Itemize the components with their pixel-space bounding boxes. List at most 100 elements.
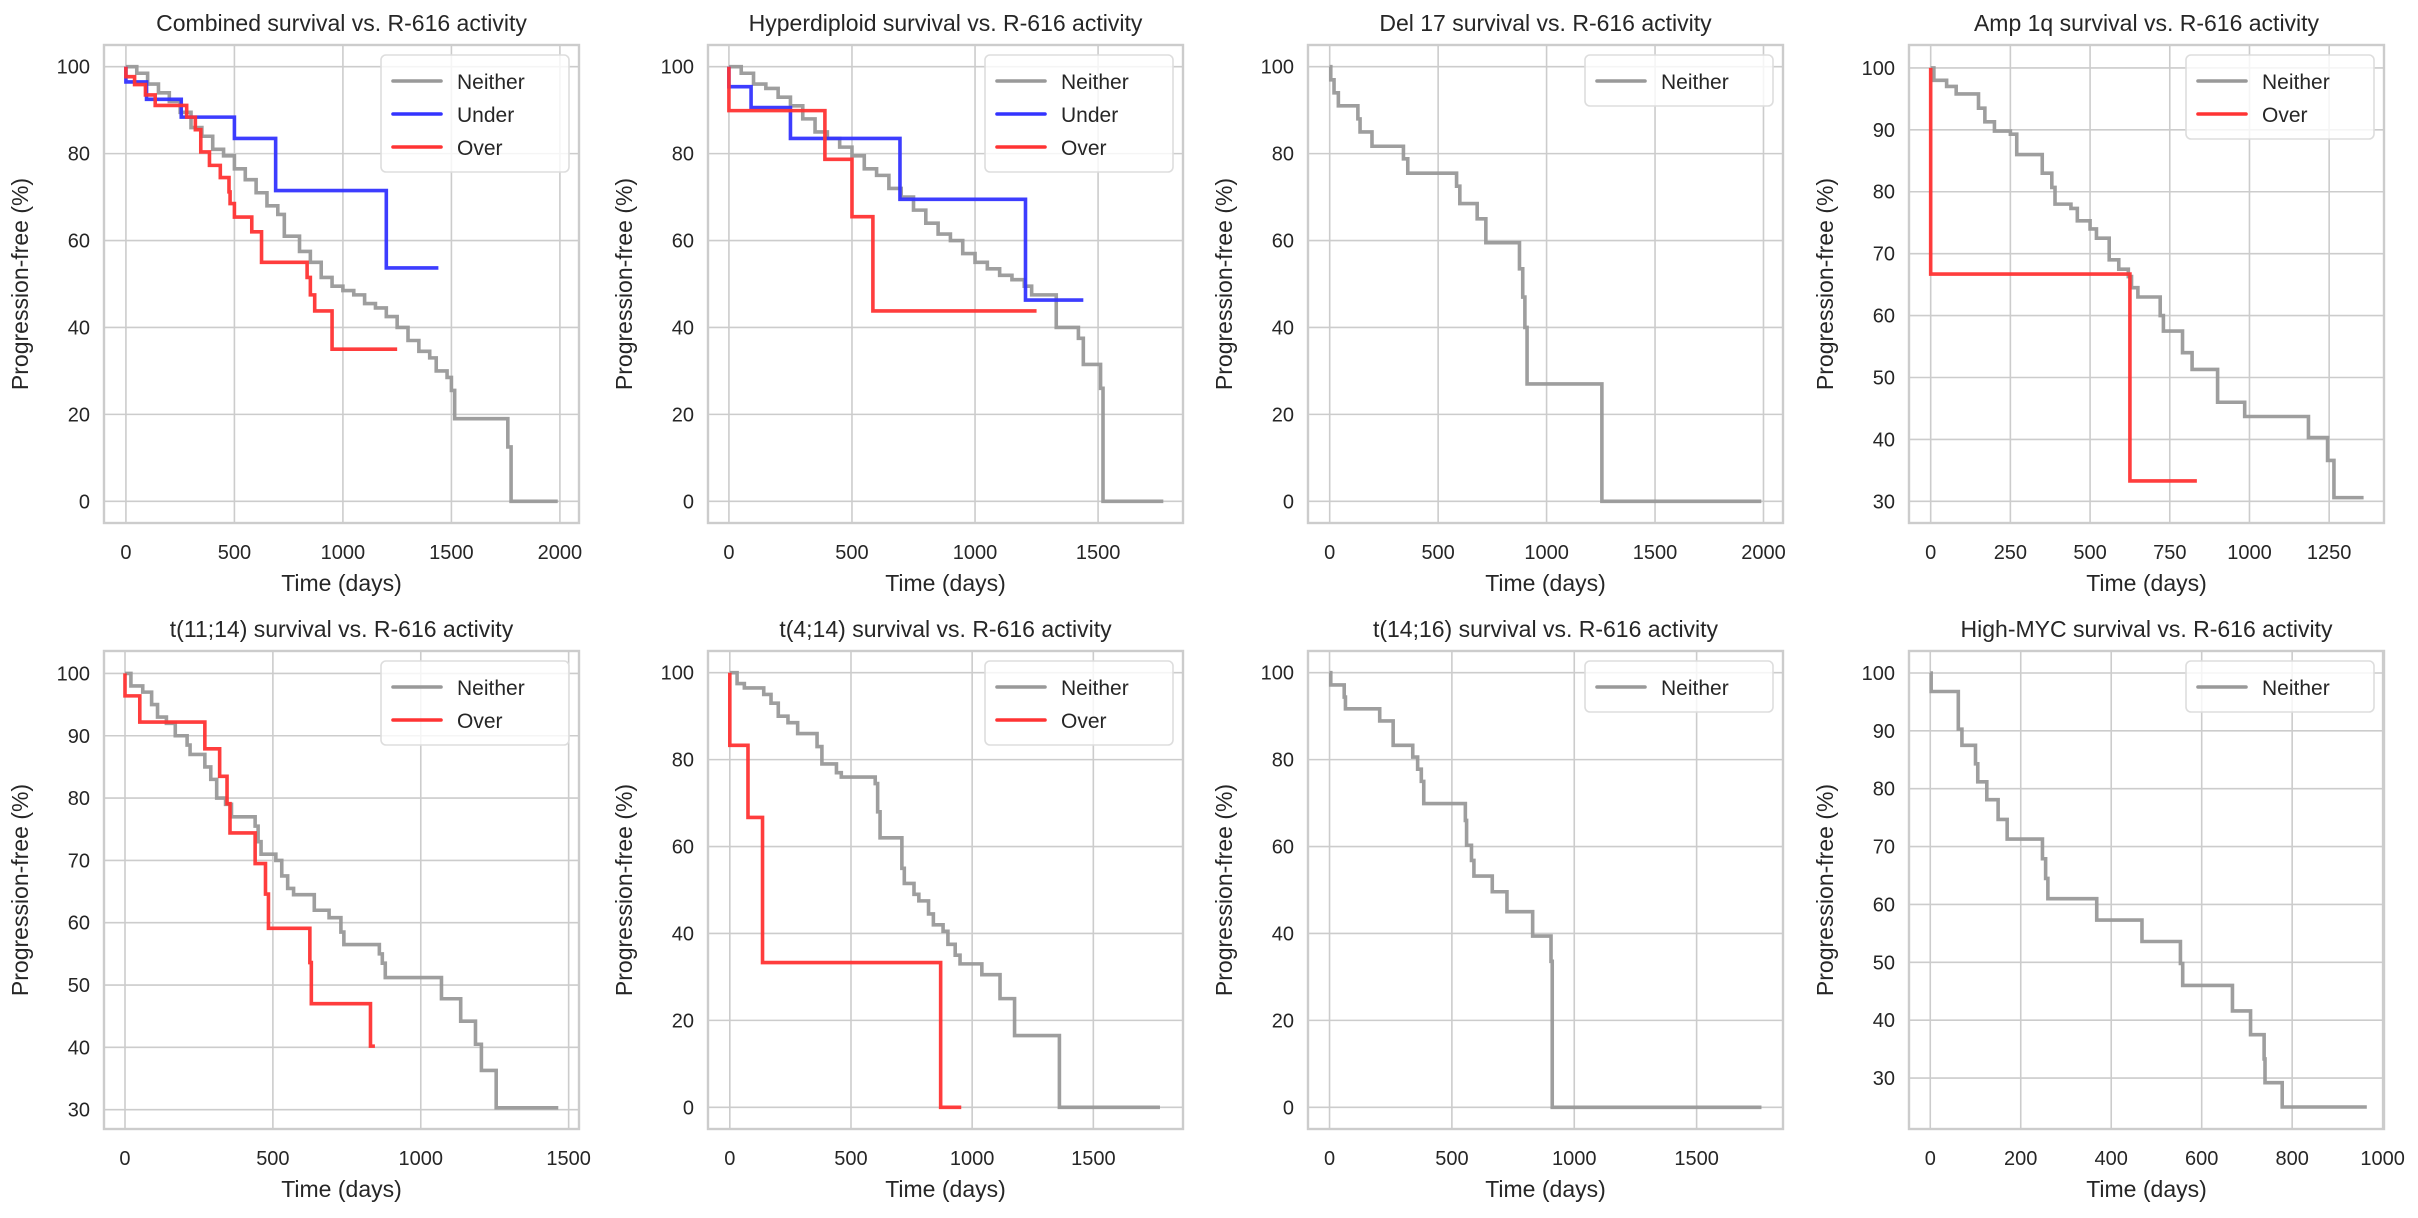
subplot-title: t(14;16) survival vs. R-616 activity: [1373, 616, 1719, 642]
y-tick-label: 80: [1873, 779, 1895, 801]
x-axis-label: Time (days): [2086, 1176, 2207, 1202]
legend-label: Over: [1061, 710, 1107, 733]
x-axis-label: Time (days): [281, 1176, 402, 1202]
series-line-over: [1928, 67, 2197, 483]
x-tick-label: 0: [723, 542, 734, 564]
x-tick-label: 1000: [950, 1148, 995, 1170]
legend: Neither: [2185, 660, 2375, 713]
x-axis-label: Time (days): [885, 1176, 1006, 1202]
y-tick-label: 100: [1261, 663, 1294, 685]
y-axis-label: Progression-free (%): [611, 784, 637, 996]
axes-frame: [102, 43, 581, 525]
legend: Neither Over: [380, 660, 570, 746]
x-tick-label: 500: [835, 542, 868, 564]
legend: Neither Over: [984, 660, 1174, 746]
legend: Neither Over: [2185, 54, 2375, 140]
y-tick-label: 60: [672, 231, 694, 253]
legend-box: [984, 660, 1174, 746]
y-tick-label: 70: [1873, 244, 1895, 266]
y-tick-label: 100: [1261, 57, 1294, 79]
x-axis-label: Time (days): [1485, 570, 1606, 596]
subplot-title: Del 17 survival vs. R-616 activity: [1379, 10, 1712, 36]
series-line-over: [124, 66, 398, 351]
y-axis-label: Progression-free (%): [7, 784, 33, 996]
y-axis-label: Progression-free (%): [1812, 784, 1838, 996]
legend-label: Neither: [1061, 71, 1129, 94]
legend-label: Neither: [457, 677, 525, 700]
x-axis-label: Time (days): [1485, 1176, 1606, 1202]
legend-label: Over: [2262, 104, 2308, 127]
y-tick-label: 60: [1272, 837, 1294, 859]
series-line-over: [727, 66, 1037, 313]
x-tick-label: 1500: [1076, 542, 1121, 564]
y-tick-label: 100: [1862, 58, 1895, 80]
subplot-title: High-MYC survival vs. R-616 activity: [1961, 616, 2333, 642]
legend-label: Over: [457, 710, 503, 733]
y-tick-label: 20: [1272, 404, 1294, 426]
y-axis-label: Progression-free (%): [1211, 784, 1237, 996]
series-line-over: [123, 673, 375, 1048]
y-tick-label: 60: [1873, 306, 1895, 328]
y-axis-label: Progression-free (%): [1211, 178, 1237, 390]
axes-frame: [102, 649, 581, 1131]
x-tick-label: 1000: [1552, 1148, 1597, 1170]
y-tick-label: 0: [1283, 1097, 1294, 1119]
y-tick-label: 40: [672, 317, 694, 339]
y-tick-label: 30: [68, 1100, 90, 1122]
legend-box: [2185, 660, 2375, 713]
y-tick-label: 50: [1873, 952, 1895, 974]
subplot-1: 0 500 1000 1500 2000 0 20 40 60 80 100 Combined sur…: [7, 10, 582, 596]
series-line-neither: [728, 64, 1164, 504]
y-tick-label: 20: [672, 404, 694, 426]
x-tick-label: 1000: [1524, 542, 1569, 564]
legend-label: Neither: [457, 71, 525, 94]
axes-frame: [706, 43, 1185, 525]
legend-label: Over: [457, 137, 503, 160]
series-line-neither: [1328, 670, 1762, 1110]
series-line-neither: [1328, 64, 1762, 504]
y-tick-label: 80: [672, 750, 694, 772]
legend-label: Neither: [1661, 71, 1729, 94]
series-line-neither: [729, 670, 1160, 1110]
y-tick-label: 40: [1873, 429, 1895, 451]
subplot-6: 0 500 1000 1500 0 20 40 60 80 100 t(4;14) survival…: [611, 616, 1185, 1202]
x-tick-label: 1500: [1071, 1148, 1116, 1170]
y-tick-label: 0: [79, 491, 90, 513]
x-tick-label: 0: [1324, 1148, 1335, 1170]
subplot-title: t(11;14) survival vs. R-616 activity: [170, 616, 514, 642]
legend-box: [380, 660, 570, 746]
y-tick-label: 50: [1873, 367, 1895, 389]
y-tick-label: 80: [1272, 144, 1294, 166]
series-line-neither: [1929, 671, 2367, 1109]
legend-box: [984, 54, 1174, 173]
y-tick-label: 20: [672, 1010, 694, 1032]
x-tick-label: 1000: [2227, 542, 2272, 564]
y-tick-label: 100: [1862, 663, 1895, 685]
subplot-3: 0 500 1000 1500 2000 0 20 40 60 80 100 Del 17 survi…: [1211, 10, 1786, 596]
axes-frame: [1306, 43, 1785, 525]
x-tick-label: 1000: [399, 1148, 444, 1170]
series-line-under: [124, 66, 439, 270]
y-tick-label: 100: [661, 663, 694, 685]
legend: Neither: [1584, 660, 1774, 713]
x-tick-label: 500: [2073, 542, 2106, 564]
subplot-title: Combined survival vs. R-616 activity: [156, 10, 527, 36]
y-tick-label: 60: [1272, 231, 1294, 253]
series-line-neither: [1930, 66, 2364, 500]
x-tick-label: 1500: [546, 1148, 591, 1170]
axes-frame: [1907, 43, 2386, 525]
x-tick-label: 1250: [2307, 542, 2352, 564]
y-tick-label: 30: [1873, 491, 1895, 513]
x-tick-label: 1500: [429, 542, 474, 564]
legend-label: Neither: [1061, 677, 1129, 700]
subplot-5: 0 500 1000 1500 30 40 50 60 70 80 90 100 t(11;14) su…: [7, 616, 591, 1202]
x-tick-label: 1000: [2360, 1148, 2405, 1170]
y-tick-label: 70: [1873, 837, 1895, 859]
legend-label: Neither: [2262, 677, 2330, 700]
y-tick-label: 0: [1283, 491, 1294, 513]
legend: Neither: [1584, 54, 1774, 107]
y-tick-label: 70: [68, 850, 90, 872]
y-tick-label: 40: [672, 923, 694, 945]
subplot-2: 0 500 1000 1500 0 20 40 60 80 100 Hyperdiploid sur…: [611, 10, 1185, 596]
series-line-neither: [125, 64, 558, 504]
